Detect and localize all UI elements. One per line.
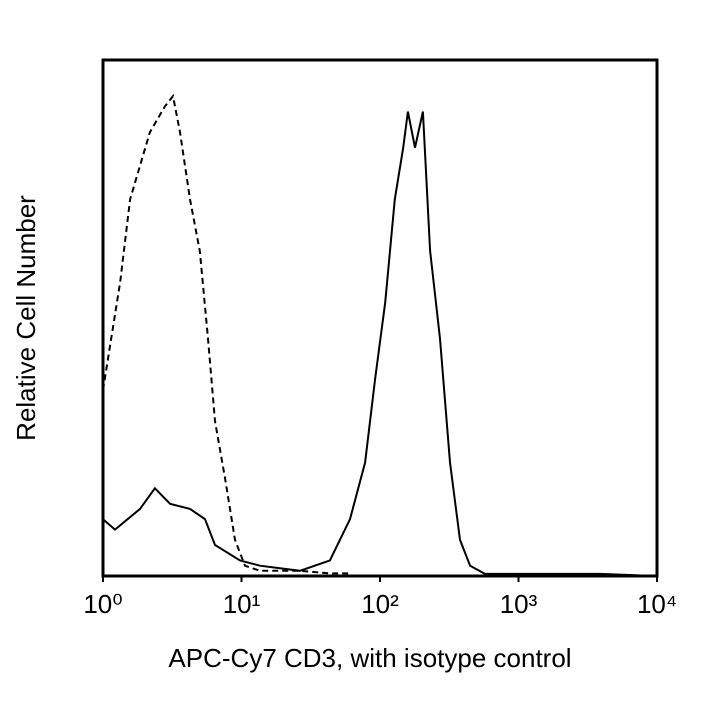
x-tick-label: 10¹ — [223, 589, 261, 619]
histogram-line — [102, 93, 350, 575]
x-tick-label: 10⁰ — [83, 589, 122, 619]
x-tick-label: 10³ — [500, 589, 538, 619]
y-axis-label: Relative Cell Number — [11, 195, 41, 441]
plot-frame — [101, 58, 659, 578]
x-tick-label: 10² — [361, 589, 399, 619]
x-tick-label: 10⁴ — [637, 589, 677, 619]
histogram-line — [102, 111, 658, 577]
x-axis-label: APC-Cy7 CD3, with isotype control — [168, 643, 571, 673]
